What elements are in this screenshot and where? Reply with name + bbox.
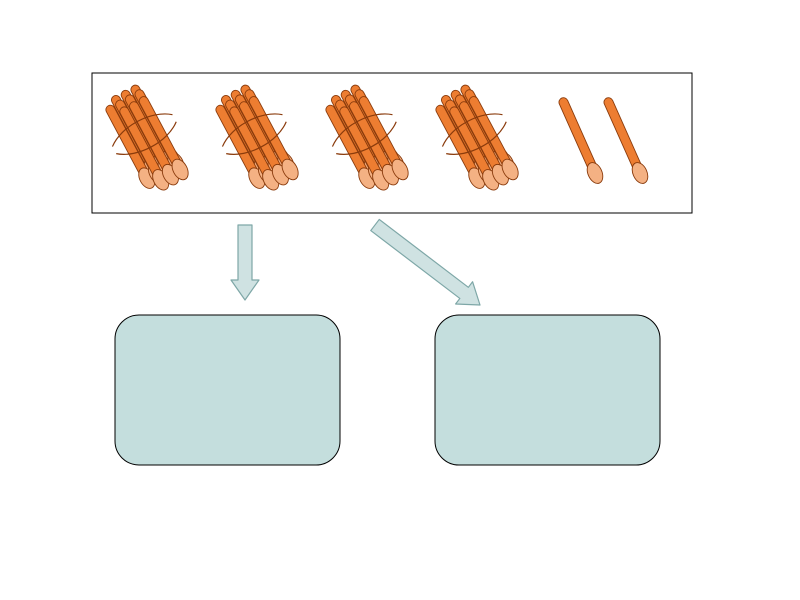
arrow-left xyxy=(231,225,259,300)
arrow-right xyxy=(367,214,489,316)
result-box-right xyxy=(435,315,660,465)
top-container-box xyxy=(92,73,692,213)
result-box-left xyxy=(115,315,340,465)
